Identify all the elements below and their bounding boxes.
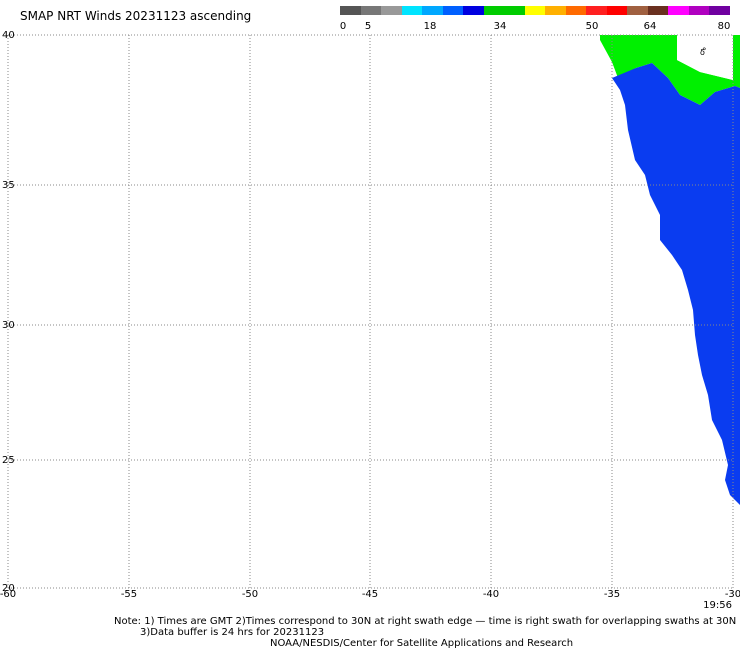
legend-tick: 18 bbox=[423, 21, 437, 32]
legend-swatch bbox=[340, 6, 361, 15]
legend-swatch bbox=[647, 6, 669, 15]
legend-swatch bbox=[586, 6, 607, 15]
legend-swatch bbox=[545, 6, 566, 15]
legend-tick: 5 bbox=[364, 21, 372, 32]
legend-swatch bbox=[463, 6, 484, 15]
lon-tick-label: -45 bbox=[362, 589, 378, 600]
legend-swatch bbox=[688, 6, 710, 15]
legend-swatch bbox=[401, 6, 423, 15]
legend-tick: 0 bbox=[339, 21, 347, 32]
notes: Note: 1) Times are GMT 2)Times correspon… bbox=[0, 616, 740, 649]
lon-tick-label: -60 bbox=[0, 589, 16, 600]
chart-title: SMAP NRT Winds 20231123 ascending bbox=[20, 9, 252, 23]
lon-tick-label: -30 bbox=[725, 589, 740, 600]
legend-tick: 34 bbox=[493, 21, 507, 32]
lon-tick-label: -35 bbox=[604, 589, 620, 600]
legend-swatch bbox=[422, 6, 443, 15]
legend-tick: 80 bbox=[717, 21, 731, 32]
legend-swatch bbox=[381, 6, 402, 15]
wind-swath bbox=[600, 35, 740, 505]
legend-swatch bbox=[606, 6, 628, 15]
island-outline: δ bbox=[700, 48, 705, 57]
legend-tick: 50 bbox=[585, 21, 599, 32]
legend-swatch bbox=[565, 6, 587, 15]
legend-swatch bbox=[627, 6, 648, 15]
legend-swatch bbox=[360, 6, 382, 15]
note-line-1: Note: 1) Times are GMT 2)Times correspon… bbox=[114, 616, 737, 627]
green-wind-region bbox=[600, 35, 740, 105]
timestamp: 19:56 bbox=[703, 600, 732, 611]
axis-labels: 40 35 30 25 20-60 -55 -50 -45 -40 -35 -30 bbox=[0, 30, 740, 600]
lat-tick-label: 35 bbox=[2, 180, 15, 191]
legend-tick: 64 bbox=[643, 21, 657, 32]
lon-tick-label: -40 bbox=[483, 589, 499, 600]
lat-tick-label: 20 bbox=[2, 583, 15, 594]
legend-swatch bbox=[483, 6, 505, 15]
lon-tick-label: -55 bbox=[121, 589, 137, 600]
note-line-2: 3)Data buffer is 24 hrs for 20231123 bbox=[140, 627, 325, 638]
legend-swatch bbox=[668, 6, 689, 15]
legend-swatch bbox=[524, 6, 546, 15]
legend-color-bar bbox=[340, 6, 730, 15]
legend-swatch bbox=[442, 6, 464, 15]
legend-swatch bbox=[709, 6, 730, 15]
lat-lon-grid bbox=[7, 34, 734, 589]
note-line-3: NOAA/NESDIS/Center for Satellite Applica… bbox=[270, 638, 574, 649]
lat-tick-label: 30 bbox=[2, 320, 15, 331]
wind-speed-legend: 0 5 18 34 50 64 80 bbox=[340, 6, 730, 34]
blue-wind-region bbox=[612, 63, 740, 505]
lat-tick-label: 25 bbox=[2, 455, 15, 466]
island-marker: ° bbox=[702, 47, 707, 57]
lat-tick-label: 40 bbox=[2, 30, 15, 41]
legend-swatch bbox=[504, 6, 525, 15]
white-gap bbox=[677, 35, 733, 80]
lon-tick-label: -50 bbox=[242, 589, 258, 600]
